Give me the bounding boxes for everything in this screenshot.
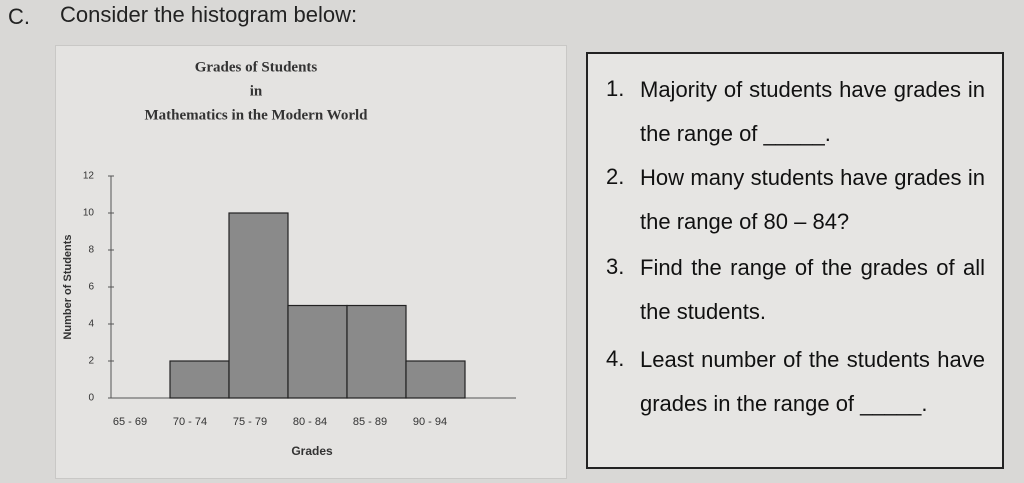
- y-tick-label: 6: [88, 282, 94, 293]
- question-text: Find the range of the grades of all the …: [640, 255, 985, 324]
- bar: [169, 360, 230, 399]
- x-tick-label: 85 - 89: [353, 416, 387, 428]
- question-number: 3.: [606, 254, 625, 279]
- chart-title: Mathematics in the Modern World: [144, 107, 368, 123]
- y-tick-label: 12: [83, 171, 95, 182]
- question-number: 4.: [606, 346, 625, 371]
- y-tick-label: 4: [88, 319, 94, 330]
- x-axis-label: Grades: [291, 444, 333, 458]
- y-tick-label: 8: [88, 245, 94, 256]
- x-tick-label: 65 - 69: [113, 416, 147, 428]
- bar: [346, 304, 407, 399]
- x-tick-label: 70 - 74: [173, 416, 207, 428]
- y-tick-label: 0: [88, 393, 94, 404]
- question-text: How many students have grades in the ran…: [640, 165, 985, 234]
- y-tick-label: 2: [88, 356, 94, 367]
- question-text: Majority of students have grades in the …: [640, 77, 985, 146]
- question-number: 1.: [606, 76, 625, 101]
- question-number: 2.: [606, 164, 625, 189]
- x-tick-label: 80 - 84: [293, 416, 327, 428]
- y-tick-label: 10: [83, 208, 95, 219]
- x-tick-label: 90 - 94: [413, 416, 447, 428]
- question-text: Least number of the students have grades…: [640, 347, 985, 416]
- bar: [228, 212, 289, 399]
- y-axis-label: Number of Students: [62, 234, 74, 339]
- chart-panel: Grades of Students in Mathematics in the M…: [55, 45, 567, 479]
- bar: [287, 304, 348, 399]
- x-tick-label: 75 - 79: [233, 416, 267, 428]
- bar: [405, 360, 466, 399]
- heading-letter: C.: [8, 4, 30, 29]
- chart-title: Grades of Students: [195, 59, 318, 75]
- question-panel: 1. Majority of students have grades in th…: [586, 52, 1004, 469]
- heading-text: Consider the histogram below:: [60, 2, 358, 27]
- chart: Grades of Students in Mathematics in the M…: [62, 59, 516, 458]
- chart-title: in: [250, 83, 263, 99]
